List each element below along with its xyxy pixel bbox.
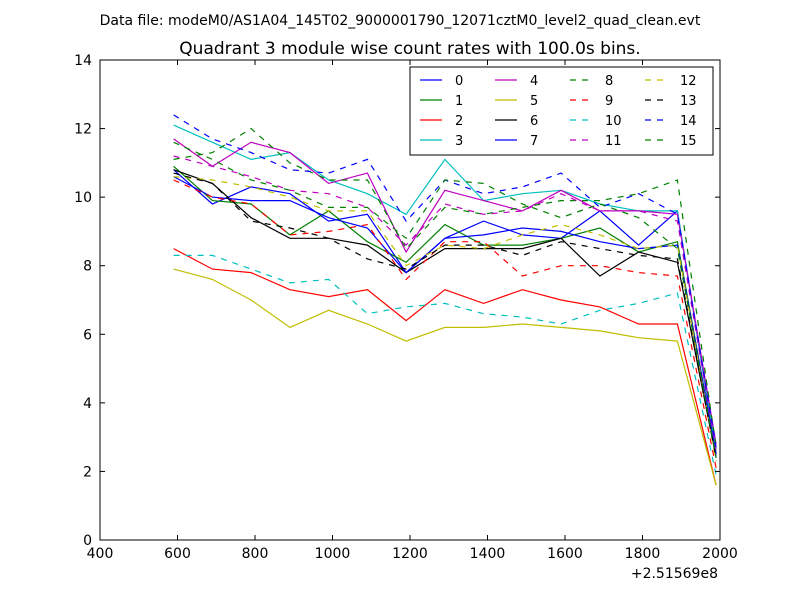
y-tick-label: 0 bbox=[83, 533, 92, 549]
legend-label-2: 2 bbox=[455, 114, 463, 129]
legend-label-1: 1 bbox=[455, 94, 463, 109]
series-line-8 bbox=[173, 127, 717, 448]
x-tick-label: 1000 bbox=[315, 546, 351, 562]
series-line-6 bbox=[173, 169, 717, 458]
x-tick-label: 1800 bbox=[625, 546, 661, 562]
series-line-14 bbox=[173, 114, 717, 448]
series-line-3 bbox=[173, 124, 717, 451]
y-tick-label: 8 bbox=[83, 259, 92, 275]
x-tick-label: 800 bbox=[242, 546, 269, 562]
legend-label-12: 12 bbox=[680, 74, 697, 89]
series-line-15 bbox=[173, 141, 717, 458]
x-tick-label: 400 bbox=[87, 546, 114, 562]
y-tick-label: 14 bbox=[74, 53, 92, 69]
axes: 400 600 800 1000 1200 1400 1600 1800 20000246810… bbox=[74, 53, 738, 562]
legend-label-9: 9 bbox=[605, 94, 613, 109]
legend-label-13: 13 bbox=[680, 94, 697, 109]
legend-label-10: 10 bbox=[605, 114, 622, 129]
x-offset-label: +2.51569e8 bbox=[631, 566, 718, 582]
legend-label-3: 3 bbox=[455, 134, 463, 149]
y-tick-label: 6 bbox=[83, 327, 92, 343]
series-line-0 bbox=[173, 169, 717, 455]
legend-label-15: 15 bbox=[680, 134, 697, 149]
y-tick-label: 2 bbox=[83, 464, 92, 480]
plot-lines bbox=[173, 114, 717, 486]
legend-label-4: 4 bbox=[530, 74, 538, 89]
series-line-7 bbox=[173, 176, 717, 455]
series-line-4 bbox=[173, 138, 717, 445]
x-tick-label: 2000 bbox=[702, 546, 738, 562]
chart-title: Quadrant 3 module wise count rates with … bbox=[179, 39, 640, 59]
series-line-10 bbox=[173, 254, 717, 476]
y-tick-label: 12 bbox=[74, 122, 92, 138]
legend-label-5: 5 bbox=[530, 94, 538, 109]
series-line-13 bbox=[173, 172, 717, 458]
series-line-2 bbox=[173, 248, 717, 486]
series-line-5 bbox=[173, 268, 717, 486]
x-tick-label: 1600 bbox=[547, 546, 583, 562]
x-tick-label: 1200 bbox=[392, 546, 428, 562]
legend-label-7: 7 bbox=[530, 134, 538, 149]
series-line-9 bbox=[173, 179, 717, 469]
y-tick-label: 10 bbox=[74, 190, 92, 206]
x-tick-label: 600 bbox=[164, 546, 191, 562]
legend-label-6: 6 bbox=[530, 114, 538, 129]
y-tick-label: 4 bbox=[83, 396, 92, 412]
legend-label-0: 0 bbox=[455, 74, 463, 89]
legend-label-8: 8 bbox=[605, 74, 613, 89]
series-line-12 bbox=[173, 176, 717, 462]
series-line-1 bbox=[173, 165, 717, 455]
legend-label-11: 11 bbox=[605, 134, 622, 149]
legend-label-14: 14 bbox=[680, 114, 697, 129]
datafile-title: Data file: modeM0/AS1A04_145T02_90000017… bbox=[100, 13, 701, 29]
x-tick-label: 1400 bbox=[470, 546, 506, 562]
